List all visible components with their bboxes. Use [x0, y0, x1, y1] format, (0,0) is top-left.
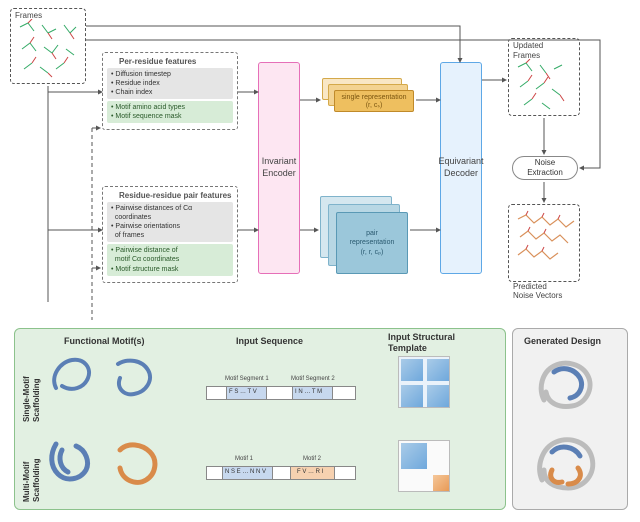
tpl-multi: [398, 440, 450, 492]
updated-frames-sketch: [512, 59, 578, 115]
single-rep-stack: single representation(r, cₛ): [322, 78, 414, 124]
predicted-noise-sketch: [512, 209, 578, 265]
predicted-noise-title: PredictedNoise Vectors: [513, 282, 593, 301]
updated-frames-box: UpdatedFrames: [508, 38, 580, 116]
pair-feat-green: • Pairwise distance of motif Cα coordina…: [107, 244, 233, 275]
motif-single-1: [48, 352, 108, 398]
motif-multi-1: [46, 436, 106, 488]
row-single: Single-MotifScaffolding: [22, 376, 41, 422]
decoder-label: EquivariantDecoder: [438, 156, 483, 179]
col-tpl: Input StructuralTemplate: [388, 332, 455, 354]
equivariant-decoder: EquivariantDecoder: [440, 62, 482, 274]
predicted-noise-box: PredictedNoise Vectors: [508, 204, 580, 282]
frames-box: Frames: [10, 8, 86, 84]
noise-extraction: NoiseExtraction: [512, 156, 578, 180]
per-residue-box: Per-residue features • Diffusion timeste…: [102, 52, 238, 130]
motif-multi-2: [112, 438, 172, 488]
per-residue-green: • Motif amino acid types• Motif sequence…: [107, 101, 233, 123]
frames-sketch: [14, 19, 84, 83]
seq2-lbl1: Motif 1: [235, 456, 253, 462]
seq-single: Motif Segment 1 Motif Segment 2 F S … T …: [206, 386, 356, 400]
seq2-lbl2: Motif 2: [303, 456, 321, 462]
col-motifs: Functional Motif(s): [64, 336, 145, 346]
invariant-encoder: InvariantEncoder: [258, 62, 300, 274]
design-single: [534, 352, 606, 416]
pair-feat-title: Residue-residue pair features: [107, 191, 233, 200]
pair-feat-grey: • Pairwise distances of Cα coordinates• …: [107, 202, 233, 242]
col-design: Generated Design: [524, 336, 601, 346]
per-residue-title: Per-residue features: [107, 57, 233, 66]
seq1-lbl1: Motif Segment 1: [225, 376, 269, 382]
pair-feat-box: Residue-residue pair features • Pairwise…: [102, 186, 238, 283]
seq-multi: Motif 1 Motif 2 N S E … N N V F V … R I: [206, 466, 356, 480]
col-seq: Input Sequence: [236, 336, 303, 346]
row-multi: Multi-MotifScaffolding: [22, 458, 41, 502]
motif-single-2: [112, 354, 172, 400]
tpl-single: [398, 356, 450, 408]
updated-frames-title: UpdatedFrames: [513, 41, 543, 60]
encoder-label: InvariantEncoder: [262, 156, 297, 179]
design-multi: [534, 430, 606, 496]
seq1-lbl2: Motif Segment 2: [291, 376, 335, 382]
per-residue-grey: • Diffusion timestep• Residue index• Cha…: [107, 68, 233, 99]
pair-rep-stack: pairrepresentation(r, r, cₚ): [320, 196, 420, 280]
